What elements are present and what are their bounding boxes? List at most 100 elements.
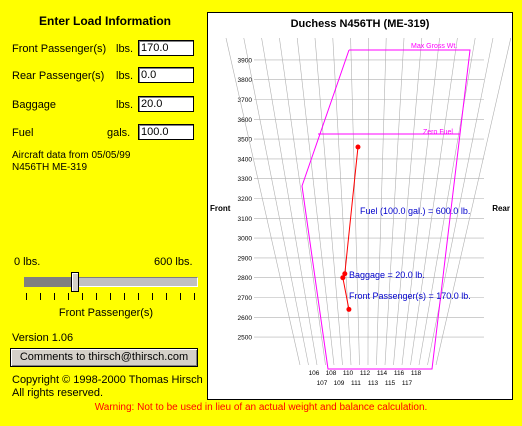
fuel-label: Fuel (12, 127, 34, 139)
fuel-unit: gals. (107, 127, 131, 139)
slider-tick (138, 293, 139, 300)
chart-canvas: Duchess N456TH (ME-319) 2500 2600 2700 2800… (210, 18, 512, 387)
version-label: Version 1.06 (12, 332, 74, 344)
front-passenger-unit: lbs. (116, 43, 134, 55)
grid-line-arm (427, 37, 494, 366)
grid-line-arm (314, 37, 343, 366)
slider-tick (194, 293, 195, 300)
y-tick-label: 3400 (238, 156, 253, 163)
grid-line-arm (393, 37, 423, 366)
cg-point (342, 271, 348, 277)
baggage-row: Baggage lbs. (12, 96, 202, 114)
y-tick-label: 2700 (238, 295, 253, 302)
grid-line-arm (332, 37, 352, 366)
chart-title: Duchess N456TH (ME-319) (291, 18, 430, 30)
slider-tick (152, 293, 153, 300)
slider-tick (68, 293, 69, 300)
x-tick-label: 108 (326, 370, 337, 377)
x-tick-label: 111 (351, 380, 361, 387)
copyright-text: Copyright © 1998-2000 Thomas Hirsch (12, 374, 203, 386)
front-passenger-input[interactable] (138, 40, 194, 56)
x-tick-label: 117 (402, 380, 413, 387)
slider-tick (54, 293, 55, 300)
front-passenger-label: Front Passenger(s) (12, 43, 107, 55)
slider-tick (110, 293, 111, 300)
baggage-unit: lbs. (116, 99, 134, 111)
grid-line-arm (225, 37, 301, 366)
rear-passenger-label: Rear Passenger(s) (12, 70, 105, 82)
baggage-input[interactable] (138, 96, 194, 112)
x-tick-label: 106 (309, 370, 320, 377)
aircraft-data-date: Aircraft data from 05/05/99 (12, 150, 131, 161)
aircraft-id: N456TH ME-319 (12, 162, 88, 173)
rear-passenger-input[interactable] (138, 67, 194, 83)
x-tick-label: 110 (343, 370, 354, 377)
y-tick-label: 3500 (238, 137, 253, 144)
baggage-label: Baggage (12, 99, 57, 111)
rear-label: Rear (492, 204, 510, 213)
slider-thumb[interactable] (70, 272, 79, 292)
weight-balance-chart: Duchess N456TH (ME-319) 2500 2600 2700 2800… (207, 12, 513, 400)
fuel-input[interactable] (138, 124, 194, 140)
grid-line-arm (261, 37, 318, 366)
grid-line-arm (243, 37, 309, 366)
max-gross-label: Max Gross Wt. (411, 43, 457, 50)
x-tick-label: 115 (385, 380, 396, 387)
cg-point (346, 306, 352, 312)
x-tick-label: 107 (317, 380, 328, 387)
y-tick-label: 2800 (238, 275, 253, 282)
slider-tick (166, 293, 167, 300)
grid-line-arm (376, 37, 387, 366)
slider-tick (40, 293, 41, 300)
fuel-row: Fuel gals. (12, 124, 202, 142)
front-label: Front (210, 204, 231, 213)
grid-line-arm (384, 37, 405, 366)
cg-point (340, 275, 346, 281)
y-tick-label: 3100 (238, 216, 253, 223)
rear-passenger-row: Rear Passenger(s) lbs. (12, 67, 202, 85)
rear-passenger-unit: lbs. (116, 70, 134, 82)
y-tick-label: 3600 (238, 117, 253, 124)
comments-button[interactable]: Comments to thirsch@thirsch.com (10, 348, 198, 367)
slider-tick (26, 293, 27, 300)
y-tick-label: 3900 (238, 57, 253, 64)
slider-tick (180, 293, 181, 300)
zero-fuel-label: Zero Fuel (423, 129, 453, 136)
panel-title: Enter Load Information (39, 14, 171, 28)
grid-line-arm (296, 37, 335, 366)
front-passenger-annotation: Front Passenger(s) = 170.0 lb. (349, 291, 471, 301)
slider-min-label: 0 lbs. (14, 256, 41, 268)
y-tick-label: 3300 (238, 176, 253, 183)
y-tick-label: 2900 (238, 255, 253, 262)
slider-fill (24, 277, 71, 287)
grid-line-arm (418, 37, 476, 366)
x-tick-label: 114 (377, 370, 388, 377)
grid-line-arm (279, 37, 326, 366)
baggage-annotation: Baggage = 20.0 lb. (349, 270, 425, 280)
cg-point (355, 144, 361, 150)
x-tick-label: 113 (368, 380, 379, 387)
grid-line-arm (350, 37, 360, 366)
y-tick-label: 3800 (238, 77, 253, 84)
slider-tick (124, 293, 125, 300)
y-tick-label: 2500 (238, 335, 253, 342)
y-tick-label: 3200 (238, 196, 253, 203)
x-tick-label: 116 (394, 370, 405, 377)
slider-max-label: 600 lbs. (154, 256, 193, 268)
slider-tick (82, 293, 83, 300)
x-tick-label: 118 (411, 370, 422, 377)
rights-text: All rights reserved. (12, 387, 104, 399)
front-passenger-row: Front Passenger(s) lbs. (12, 40, 202, 58)
y-tick-label: 3000 (238, 236, 253, 243)
fuel-annotation: Fuel (100.0 gal.) = 600.0 lb. (360, 206, 470, 216)
x-tick-label: 109 (334, 380, 345, 387)
warning-text: Warning: Not to be used in lieu of an ac… (94, 402, 428, 413)
slider-ticks (24, 293, 200, 301)
y-tick-label: 2600 (238, 315, 253, 322)
x-tick-label: 112 (360, 370, 371, 377)
grid-line-arm (410, 37, 458, 366)
grid-line-arm (435, 37, 512, 366)
slider-tick (96, 293, 97, 300)
y-tick-label: 3700 (238, 97, 253, 104)
